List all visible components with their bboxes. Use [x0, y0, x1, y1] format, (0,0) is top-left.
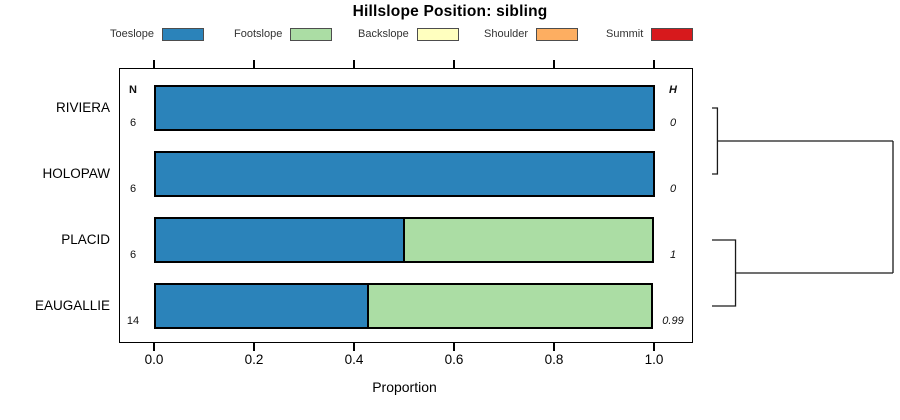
legend-item-shoulder: Shoulder [484, 26, 579, 42]
h-value: 0 [669, 183, 677, 195]
x-tick-bottom [253, 343, 255, 351]
x-tick-label: 0.6 [444, 352, 464, 367]
h-value: 0 [669, 117, 677, 129]
x-tick-label: 0.2 [244, 352, 264, 367]
x-tick-top [153, 60, 155, 68]
legend-label: Shoulder [484, 28, 529, 40]
legend-label: Summit [606, 28, 644, 40]
legend-item-backslope: Backslope [358, 26, 459, 42]
x-tick-label: 0.0 [144, 352, 164, 367]
row-label-holopaw: HOLOPAW [42, 166, 110, 181]
x-tick-top [653, 60, 655, 68]
bar-segment-toeslope [154, 217, 405, 263]
legend-item-summit: Summit [606, 26, 694, 42]
legend-swatch-footslope [290, 27, 333, 41]
x-axis-title: Proportion [372, 379, 437, 395]
x-tick-bottom [653, 343, 655, 351]
bar-segment-footslope [403, 217, 654, 263]
x-tick-top [353, 60, 355, 68]
h-column-header: H [669, 84, 677, 96]
x-tick-top [453, 60, 455, 68]
x-tick-bottom [553, 343, 555, 351]
x-tick-bottom [153, 343, 155, 351]
legend-item-footslope: Footslope [234, 26, 333, 42]
n-value: 6 [129, 183, 137, 195]
row-label-eaugallie: EAUGALLIE [34, 298, 110, 313]
x-tick-bottom [353, 343, 355, 351]
h-value: 0.99 [662, 315, 684, 327]
row-label-riviera: RIVIERA [55, 100, 110, 115]
dendrogram-links [712, 107, 894, 307]
legend-item-toeslope: Toeslope [110, 26, 205, 42]
stacked-bar-riviera [154, 85, 655, 131]
legend-swatch-summit [651, 27, 694, 41]
x-tick-label: 1.0 [644, 352, 664, 367]
x-tick-top [253, 60, 255, 68]
x-tick-top [553, 60, 555, 68]
bar-segment-toeslope [154, 283, 369, 329]
chart-title: Hillslope Position: sibling [352, 3, 548, 20]
legend-label: Footslope [234, 28, 283, 40]
bar-segment-toeslope [154, 85, 655, 131]
x-tick-label: 0.8 [544, 352, 564, 367]
bar-segment-footslope [367, 283, 653, 329]
n-value: 14 [126, 315, 140, 327]
legend-label: Backslope [358, 28, 409, 40]
row-label-placid: PLACID [61, 232, 110, 247]
h-value: 1 [669, 249, 677, 261]
x-tick-bottom [453, 343, 455, 351]
legend-swatch-toeslope [162, 27, 205, 41]
legend-label: Toeslope [110, 28, 155, 40]
stacked-bar-placid [154, 217, 655, 263]
stacked-bar-holopaw [154, 151, 655, 197]
legend-swatch-shoulder [536, 27, 579, 41]
legend-swatch-backslope [416, 27, 459, 41]
stacked-bar-eaugallie [154, 283, 655, 329]
bar-segment-toeslope [154, 151, 655, 197]
n-value: 6 [129, 117, 137, 129]
n-column-header: N [129, 84, 137, 96]
x-tick-label: 0.4 [344, 352, 364, 367]
n-value: 6 [129, 249, 137, 261]
